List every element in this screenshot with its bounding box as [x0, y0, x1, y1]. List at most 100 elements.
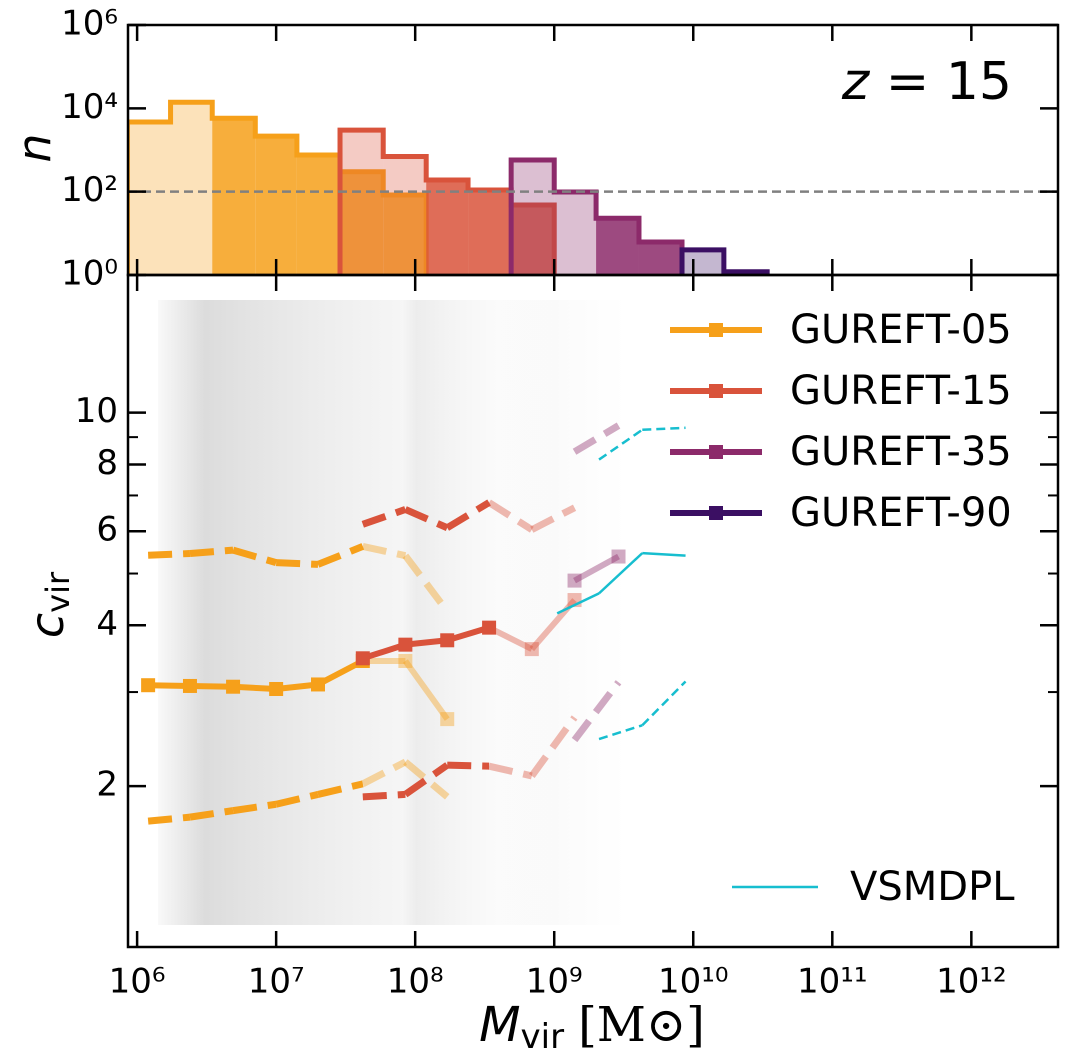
percentile-line	[402, 553, 451, 614]
percentile-line	[232, 800, 277, 815]
y-axis-label: cvir	[20, 571, 78, 638]
percentile-line	[189, 546, 234, 558]
y-tick-label: 10⁰	[61, 254, 118, 294]
y-tick-label: 10	[75, 391, 118, 431]
x-tick-label: 10¹²	[936, 962, 1007, 1002]
y-tick-label: 8	[96, 443, 118, 483]
hist-bar	[340, 171, 384, 275]
y-tick-label: 10⁴	[61, 87, 118, 127]
reference-median	[642, 551, 686, 557]
percentile-line	[275, 559, 319, 568]
hist-bar	[511, 160, 555, 275]
plot-frame	[126, 273, 1060, 949]
x-tick-label: 10⁶	[109, 962, 166, 1002]
percentile-line	[362, 790, 406, 801]
x-axis-label: Mvir [M⊙]	[479, 997, 705, 1057]
percentile-line	[403, 762, 450, 798]
median-marker	[482, 620, 497, 635]
percentile-line	[572, 422, 621, 455]
percentile-line	[317, 780, 364, 798]
y-axis-label: n	[8, 133, 62, 162]
median-marker	[440, 712, 455, 727]
hist-bar	[554, 192, 597, 275]
hist-bar	[682, 249, 724, 275]
annotation: z = 15	[841, 52, 1012, 112]
median-line	[316, 658, 365, 688]
percentile-line	[147, 550, 191, 559]
x-tick-label: 10⁸	[387, 962, 444, 1002]
median-line	[232, 683, 277, 692]
hist-bar	[212, 118, 256, 275]
point-cloud	[158, 300, 628, 925]
percentile-line	[571, 680, 622, 743]
median-line	[189, 682, 234, 690]
median-line	[402, 659, 450, 721]
reference-band	[642, 426, 686, 432]
median-marker	[311, 677, 326, 692]
percentile-line	[316, 543, 365, 568]
median-marker	[524, 642, 539, 657]
hist-outline	[128, 99, 429, 275]
legend-marker	[709, 323, 723, 337]
median-marker	[611, 549, 626, 564]
hist-outline	[337, 127, 557, 275]
percentile-line	[403, 759, 450, 800]
percentile-line	[361, 506, 407, 528]
median-marker	[440, 633, 455, 648]
hist-bar	[596, 218, 639, 275]
hist-bar	[255, 136, 297, 275]
percentile-line	[232, 546, 278, 567]
median-marker	[141, 678, 156, 693]
reference-band	[598, 724, 643, 741]
hist-bar	[468, 189, 512, 275]
percentile-line	[361, 758, 407, 787]
hist-bar	[128, 121, 171, 275]
median-marker	[226, 679, 241, 694]
percentile-line	[487, 499, 534, 533]
hist-bar	[340, 130, 384, 275]
legend-marker	[709, 445, 723, 459]
reference-band	[598, 428, 644, 461]
percentile-line	[275, 791, 319, 808]
hist-bar	[170, 102, 213, 275]
x-tick-label: 10⁷	[248, 962, 305, 1002]
percentile-line	[189, 807, 234, 821]
x-tick-label: 10⁹	[526, 962, 583, 1002]
lines	[141, 422, 687, 825]
percentile-line	[403, 506, 449, 531]
histograms	[128, 99, 1058, 275]
median-marker	[567, 573, 582, 588]
hist-bar	[426, 180, 469, 275]
median-marker	[398, 637, 413, 652]
percentile-line	[530, 504, 577, 533]
legend-label: GUREFT-90	[790, 490, 1012, 536]
hist-outline	[508, 157, 685, 275]
hist-bar	[383, 195, 427, 275]
median-marker	[355, 651, 370, 666]
reference-median	[556, 592, 600, 615]
legend-label: GUREFT-15	[790, 368, 1012, 414]
legend-marker	[709, 506, 723, 520]
y-tick-label: 6	[96, 510, 118, 550]
x-tick-label: 10¹⁰	[658, 962, 729, 1002]
y-tick-label: 2	[96, 765, 118, 805]
y-tick-label: 10²	[61, 170, 118, 210]
hist-outline	[679, 247, 770, 275]
hist-bar	[638, 241, 683, 275]
percentile-line	[447, 761, 490, 770]
hist-bar	[296, 154, 341, 275]
reference-median	[598, 552, 644, 595]
median-line	[361, 641, 407, 662]
hist-bar	[383, 156, 427, 275]
reference-band	[641, 680, 687, 727]
median-line	[487, 624, 534, 652]
median-marker	[398, 653, 413, 668]
legend-label: GUREFT-35	[790, 429, 1012, 475]
y-tick-label: 10⁶	[61, 4, 118, 44]
median-marker	[269, 681, 284, 696]
y-tick-label: 4	[96, 604, 118, 644]
percentile-line	[528, 715, 578, 779]
median-line	[573, 553, 620, 584]
legend-label: VSMDPL	[850, 864, 1015, 910]
